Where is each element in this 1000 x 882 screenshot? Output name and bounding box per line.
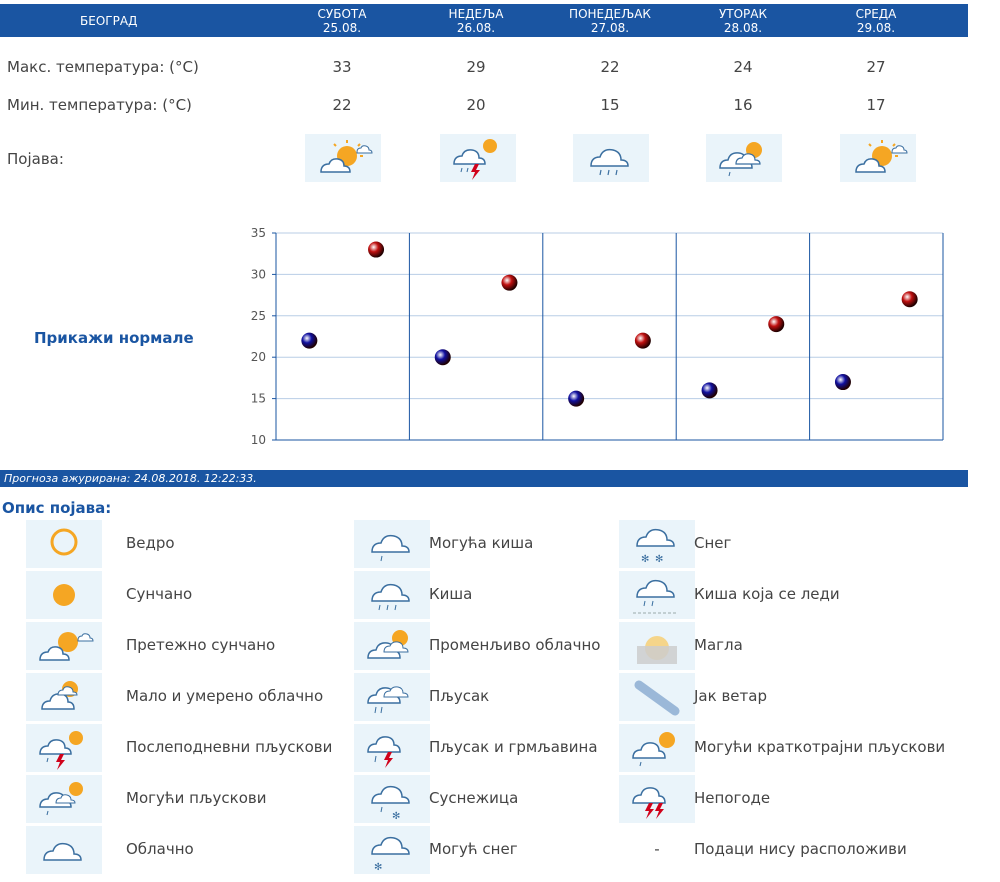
day-header-4: УТОРАК 28.08. — [718, 7, 768, 35]
possible-snow-icon: ✻ — [354, 826, 430, 874]
partly-sunny-icon — [305, 134, 381, 182]
variable-cloudy-icon — [354, 622, 430, 670]
min-temp-value: 20 — [466, 96, 486, 114]
svg-text:✻: ✻ — [641, 554, 649, 565]
day-header-1: СУБОТА 25.08. — [317, 7, 367, 35]
temperature-point — [901, 291, 918, 308]
fog-icon — [619, 622, 695, 670]
partly-cloudy-icon — [26, 673, 102, 721]
temperature-point — [768, 316, 785, 333]
possible-rain-icon — [354, 520, 430, 568]
thunderstorm-icon — [440, 134, 516, 182]
legend-title: Опис појава: — [2, 499, 112, 517]
legend-item-label: Киша која се леди — [694, 585, 840, 603]
variable-cloudy-icon — [706, 134, 782, 182]
y-tick-label: 25 — [251, 309, 266, 323]
legend-item-label: Непогоде — [694, 789, 771, 807]
legend-item-label: Пљусак и грмљавина — [429, 738, 598, 756]
max-temp-value: 29 — [466, 58, 486, 76]
shower-icon — [354, 673, 430, 721]
rain-icon — [573, 134, 649, 182]
day-header-5: СРЕДА 29.08. — [855, 7, 897, 35]
show-normals-link[interactable]: Прикажи нормале — [34, 329, 194, 347]
min-temp-value: 17 — [866, 96, 886, 114]
city-name: БЕОГРАД — [80, 14, 138, 28]
day-header-2: НЕДЕЉА 26.08. — [448, 7, 504, 35]
y-tick-label: 20 — [251, 350, 266, 364]
legend-item-label: Могући краткотрајни пљускови — [694, 738, 946, 756]
legend-item-label: Суснежица — [429, 789, 519, 807]
max-temp-value: 24 — [733, 58, 753, 76]
legend-item-label: Сунчано — [126, 585, 193, 603]
shower-thunder-icon — [354, 724, 430, 772]
legend-item-label: Снег — [694, 534, 732, 552]
afternoon-showers-icon — [26, 724, 102, 772]
temperature-point — [701, 382, 718, 399]
y-tick-label: 35 — [251, 226, 266, 240]
legend-item-label: Киша — [429, 585, 473, 603]
clear-icon — [26, 520, 102, 568]
strong-wind-icon — [619, 673, 695, 721]
temperature-point — [834, 374, 851, 391]
max-temp-value: 27 — [866, 58, 886, 76]
y-tick-label: 10 — [251, 433, 266, 444]
svg-text:✻: ✻ — [374, 862, 382, 873]
no-data-icon: - — [654, 840, 660, 858]
legend-item-label: Променљиво облачно — [429, 636, 601, 654]
min-temp-value: 16 — [733, 96, 753, 114]
freezing-rain-icon — [619, 571, 695, 619]
max-temp-value: 22 — [600, 58, 620, 76]
min-temp-value: 15 — [600, 96, 620, 114]
day-header-3: ПОНЕДЕЉАК 27.08. — [569, 7, 651, 35]
y-tick-label: 30 — [251, 267, 266, 281]
svg-text:✻: ✻ — [655, 554, 663, 565]
temperature-point — [568, 390, 585, 407]
legend-item-label: Пљусак — [429, 687, 490, 705]
cloudy-icon — [26, 826, 102, 874]
legend-item-label: Могући пљускови — [126, 789, 267, 807]
legend-item-label: Подаци нису расположиви — [694, 840, 907, 858]
forecast-updated-status: Прогноза ажурирана: 24.08.2018. 12:22:33… — [0, 470, 968, 487]
legend-item-label: Могућа киша — [429, 534, 534, 552]
legend-item-label: Јак ветар — [694, 687, 767, 705]
phenomenon-label: Појава: — [7, 150, 64, 168]
storm-icon — [619, 775, 695, 823]
temperature-point — [434, 349, 451, 366]
legend-item-label: Ведро — [126, 534, 175, 552]
temperature-chart: 10 15 20 25 30 35 — [251, 226, 944, 444]
min-temp-value: 22 — [332, 96, 352, 114]
legend-item-label: Могућ снег — [429, 840, 518, 858]
sunny-icon — [26, 571, 102, 619]
partly-sunny-icon — [840, 134, 916, 182]
legend-item-label: Облачно — [126, 840, 194, 858]
legend-item-label: Мало и умерено облачно — [126, 687, 324, 705]
max-temp-value: 33 — [332, 58, 352, 76]
temperature-point — [501, 274, 518, 291]
temperature-point — [634, 332, 651, 349]
legend-item-label: Претежно сунчано — [126, 636, 276, 654]
forecast-header: БЕОГРАД СУБОТА 25.08. НЕДЕЉА 26.08. ПОНЕДЕ… — [0, 4, 968, 37]
temperature-point — [301, 332, 318, 349]
y-tick-label: 15 — [251, 392, 266, 406]
min-temp-label: Мин. температура: (°C) — [7, 96, 192, 114]
possible-showers-icon — [26, 775, 102, 823]
snow-icon: ✻ ✻ — [619, 520, 695, 568]
temperature-point — [368, 241, 385, 258]
sleet-icon: ✻ — [354, 775, 430, 823]
rain-icon — [354, 571, 430, 619]
mostly-sunny-icon — [26, 622, 102, 670]
legend-item-label: Послеподневни пљускови — [126, 738, 333, 756]
svg-text:✻: ✻ — [392, 811, 400, 822]
legend-item-label: Магла — [694, 636, 743, 654]
max-temp-label: Макс. температура: (°C) — [7, 58, 199, 76]
brief-showers-icon — [619, 724, 695, 772]
